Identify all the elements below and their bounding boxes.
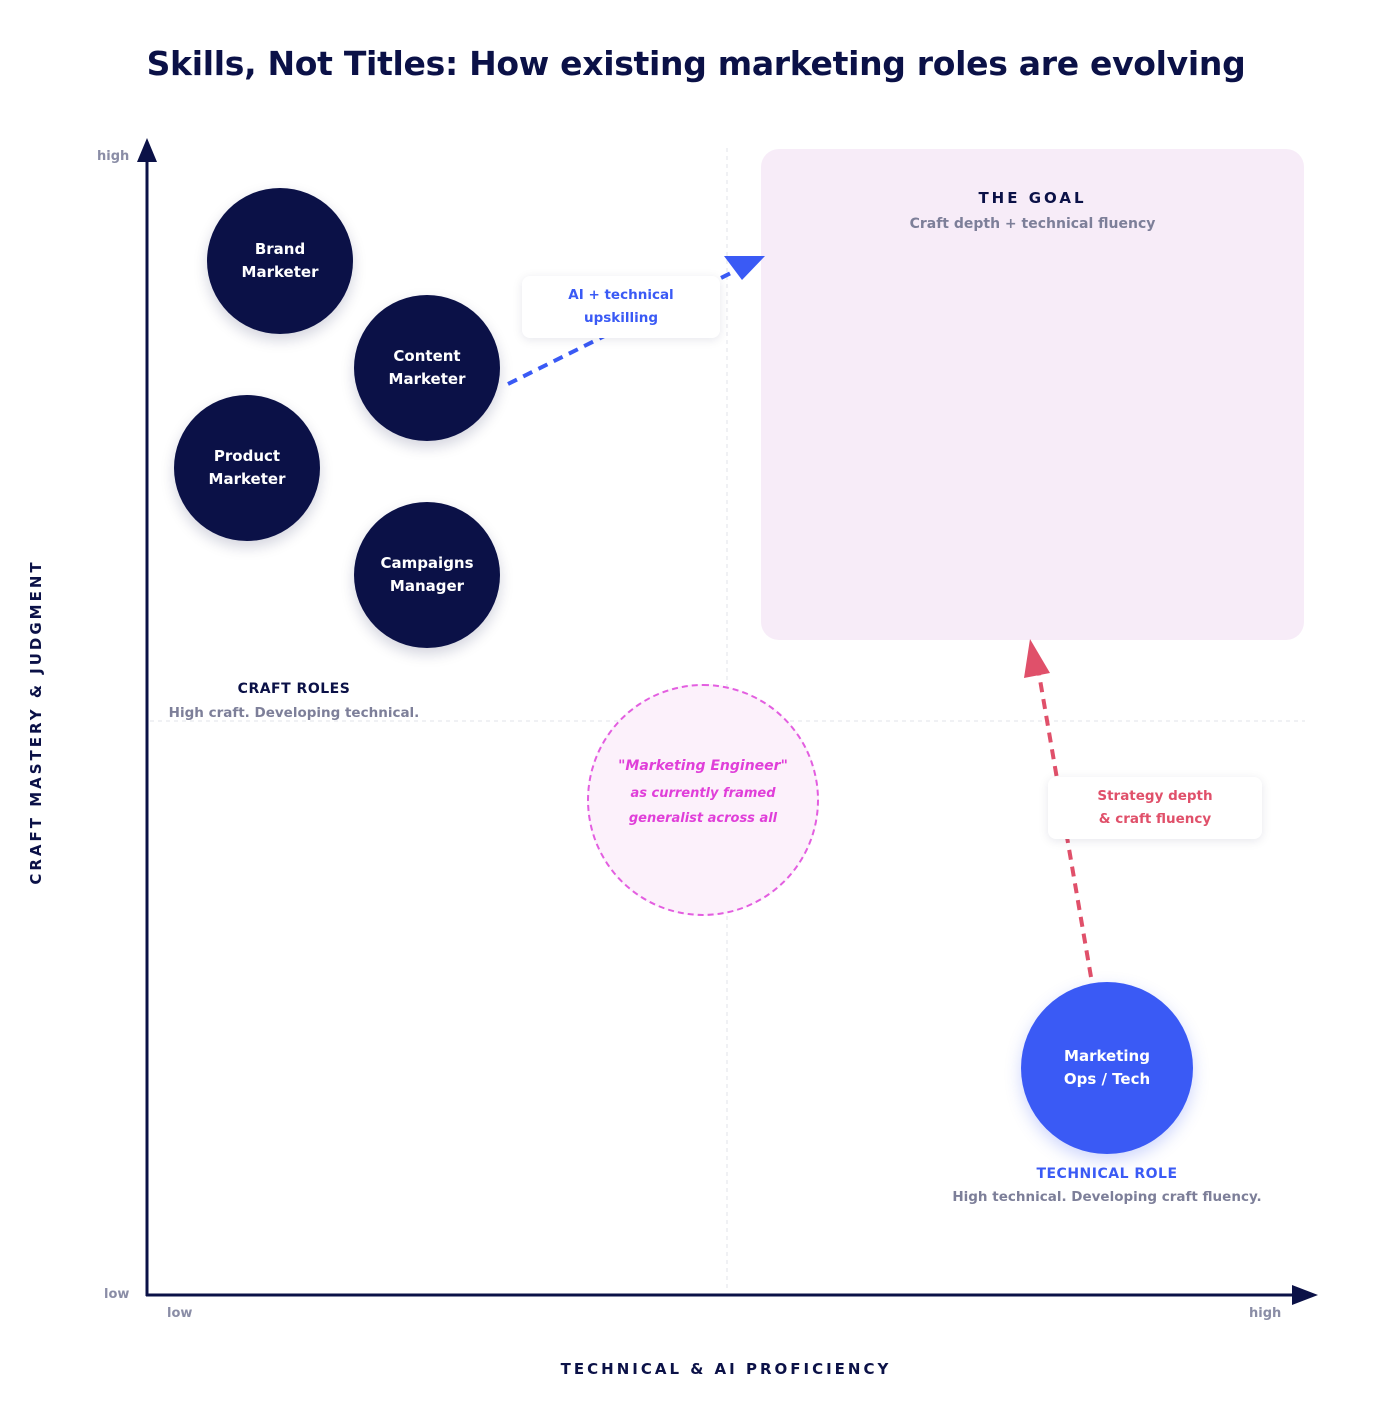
craft-roles-title: CRAFT ROLES — [237, 681, 351, 697]
brand-marketer-label: Brand Marketer — [241, 240, 319, 281]
technical-role-subtitle: High technical. Developing craft fluency… — [952, 1189, 1262, 1205]
product-marketer-label: Product Marketer — [208, 447, 286, 488]
content-marketer-bubble: Content Marketer — [354, 295, 500, 441]
y-axis-high-label: high — [97, 149, 130, 164]
strategy-callout-text: Strategy depth & craft fluency — [1097, 788, 1213, 827]
content-marketer-label: Content Marketer — [388, 347, 466, 388]
y-axis-title: CRAFT MASTERY & JUDGMENT — [27, 559, 45, 885]
x-axis-low-label: low — [167, 1306, 193, 1321]
craft-roles-subtitle: High craft. Developing technical. — [168, 705, 420, 721]
x-axis-arrowhead — [1292, 1285, 1318, 1305]
x-axis-high-label: high — [1249, 1306, 1282, 1321]
upskilling-callout: AI + technical upskilling — [522, 276, 720, 338]
y-axis-arrowhead — [137, 138, 157, 162]
marketing-ops-label: Marketing Ops / Tech — [1063, 1047, 1151, 1088]
technical-role-title: TECHNICAL ROLE — [1036, 1166, 1178, 1182]
marketing-engineer-line1: as currently framed — [630, 786, 776, 801]
upskilling-callout-text: AI + technical upskilling — [568, 287, 674, 326]
marketing-ops-bubble: Marketing Ops / Tech — [1021, 982, 1193, 1154]
campaigns-manager-bubble: Campaigns Manager — [354, 502, 500, 648]
x-axis-title: TECHNICAL & AI PROFICIENCY — [560, 1360, 892, 1378]
brand-marketer-bubble: Brand Marketer — [207, 188, 353, 334]
strategy-callout: Strategy depth & craft fluency — [1048, 777, 1262, 839]
marketing-engineer-circle: "Marketing Engineer" as currently framed… — [587, 684, 819, 916]
marketing-engineer-line2: generalist across all — [628, 811, 778, 826]
marketing-engineer-quote: "Marketing Engineer" — [618, 758, 788, 774]
strategy-arrowhead — [1024, 639, 1050, 678]
y-axis-low-label: low — [104, 1287, 130, 1302]
product-marketer-bubble: Product Marketer — [174, 395, 320, 541]
goal-subtitle: Craft depth + technical fluency — [909, 216, 1156, 232]
upskilling-arrowhead — [724, 256, 765, 280]
goal-title: THE GOAL — [978, 189, 1087, 207]
campaigns-manager-label: Campaigns Manager — [380, 554, 474, 595]
chart-title: Skills, Not Titles: How existing marketi… — [146, 44, 1246, 83]
goal-region: THE GOAL Craft depth + technical fluency — [761, 149, 1304, 640]
